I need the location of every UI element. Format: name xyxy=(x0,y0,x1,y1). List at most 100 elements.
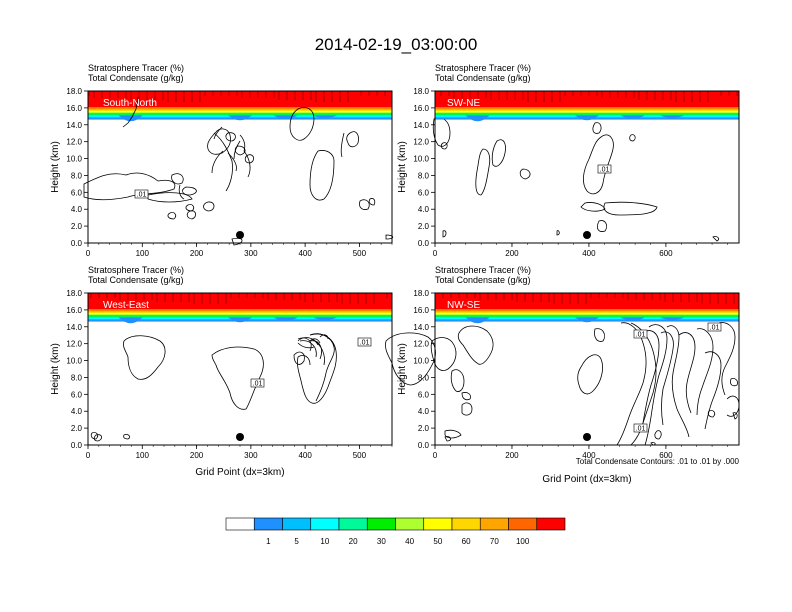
tracer-streak xyxy=(315,91,317,102)
tracer-streak xyxy=(646,91,648,100)
y-tick-label: 8.0 xyxy=(71,171,83,180)
tracer-streak xyxy=(691,91,693,102)
tracer-streak xyxy=(262,293,264,298)
tracer-streak xyxy=(535,91,537,102)
tracer-streak xyxy=(88,91,90,96)
x-tick-label: 400 xyxy=(582,451,596,460)
panel-south-north: Stratosphere Tracer (%) Total Condensate… xyxy=(50,63,451,258)
condensate-contours xyxy=(440,122,720,242)
tracer-field xyxy=(435,293,739,324)
tracer-streak xyxy=(228,91,230,96)
tracer-band xyxy=(88,109,392,112)
tracer-streak xyxy=(709,293,711,304)
tracer-streak xyxy=(376,91,378,96)
x-tick-label: 600 xyxy=(659,249,673,258)
tracer-band xyxy=(88,108,392,110)
tracer-streak xyxy=(506,91,508,100)
tracer-dip xyxy=(465,115,490,122)
tracer-streak xyxy=(225,293,227,304)
tracer-streak xyxy=(154,91,156,100)
tracer-streak xyxy=(135,293,137,300)
tracer-band xyxy=(88,114,392,116)
contour-label: .01 xyxy=(636,332,646,339)
tracer-streak xyxy=(125,91,127,98)
tracer-dip xyxy=(620,317,645,322)
tracer-band xyxy=(435,310,739,312)
tracer-streak xyxy=(236,91,238,96)
tracer-streak xyxy=(365,293,367,304)
tracer-streak xyxy=(267,293,269,300)
tracer-streak xyxy=(347,91,349,102)
panel-header-condensate: Total Condensate (g/kg) xyxy=(435,275,531,285)
colorbar-label: 1 xyxy=(266,537,271,546)
tracer-streak xyxy=(572,91,574,96)
y-tick-label: 10.0 xyxy=(66,357,82,366)
colorbar-swatch xyxy=(225,517,255,531)
tracer-streak xyxy=(514,91,516,100)
y-tick-label: 4.0 xyxy=(71,205,83,214)
tracer-streak xyxy=(257,91,259,98)
tracer-streak xyxy=(164,293,166,302)
tracer-streak xyxy=(175,91,177,102)
x-tick-label: 400 xyxy=(582,249,596,258)
y-tick-label: 8.0 xyxy=(71,373,83,382)
y-axis-label: Height (km) xyxy=(50,141,61,193)
tracer-dip xyxy=(273,317,298,322)
y-tick-label: 10.0 xyxy=(413,155,429,164)
tracer-streak xyxy=(701,293,703,304)
tracer-streak xyxy=(485,91,487,98)
y-tick-label: 12.0 xyxy=(413,340,429,349)
x-tick-label: 0 xyxy=(86,451,91,460)
tracer-streak xyxy=(479,293,481,300)
x-axis-ticks: 0 100 200 300 400 500 xyxy=(86,243,393,258)
tracer-streak xyxy=(146,91,148,100)
tracer-dip xyxy=(465,317,490,324)
tracer-streak xyxy=(328,293,330,302)
tracer-streak xyxy=(461,91,463,98)
y-axis-label: Height (km) xyxy=(397,343,408,395)
tracer-streak xyxy=(193,293,195,304)
tracer-streak xyxy=(109,91,111,98)
colorbar-swatch xyxy=(253,517,283,531)
x-tick-label: 0 xyxy=(86,249,91,258)
y-tick-label: 12.0 xyxy=(66,138,82,147)
tracer-streak xyxy=(516,293,518,302)
tracer-streak xyxy=(130,91,132,100)
tracer-streak xyxy=(339,91,341,102)
tracer-band xyxy=(88,113,392,115)
tracer-streak xyxy=(569,293,571,304)
colorbar-label: 5 xyxy=(294,537,299,546)
y-tick-label: 6.0 xyxy=(418,188,430,197)
tracer-streak xyxy=(564,91,566,96)
tracer-streak xyxy=(736,91,738,96)
region-label: South-North xyxy=(103,98,157,109)
y-tick-label: 2.0 xyxy=(418,424,430,433)
tracer-streak xyxy=(183,91,185,102)
tracer-streak xyxy=(93,91,95,98)
condensate-contours xyxy=(90,332,473,442)
y-tick-label: 14.0 xyxy=(413,121,429,130)
tracer-streak xyxy=(590,293,592,298)
tracer-streak xyxy=(254,293,256,298)
colorbar-swatch xyxy=(395,517,425,531)
tracer-field xyxy=(88,91,392,122)
tracer-dip xyxy=(660,317,685,321)
y-tick-label: 8.0 xyxy=(418,373,430,382)
tracer-streak xyxy=(212,91,214,96)
tracer-dip xyxy=(313,115,338,119)
colorbar: 1 5 10 20 30 40 50 60 70 100 xyxy=(225,517,566,546)
colorbar-label: 100 xyxy=(516,537,530,546)
tracer-streak xyxy=(151,293,153,300)
tracer-streak xyxy=(680,293,682,302)
tracer-streak xyxy=(286,91,288,100)
x-tick-label: 500 xyxy=(353,249,367,258)
tracer-streak xyxy=(331,91,333,102)
colorbar-swatch xyxy=(338,517,368,531)
tracer-band xyxy=(435,109,739,112)
y-tick-label: 6.0 xyxy=(71,390,83,399)
panel-header-condensate: Total Condensate (g/kg) xyxy=(88,275,184,285)
y-tick-label: 0.0 xyxy=(71,239,83,248)
tracer-streak xyxy=(511,293,513,300)
x-tick-label: 500 xyxy=(353,451,367,460)
